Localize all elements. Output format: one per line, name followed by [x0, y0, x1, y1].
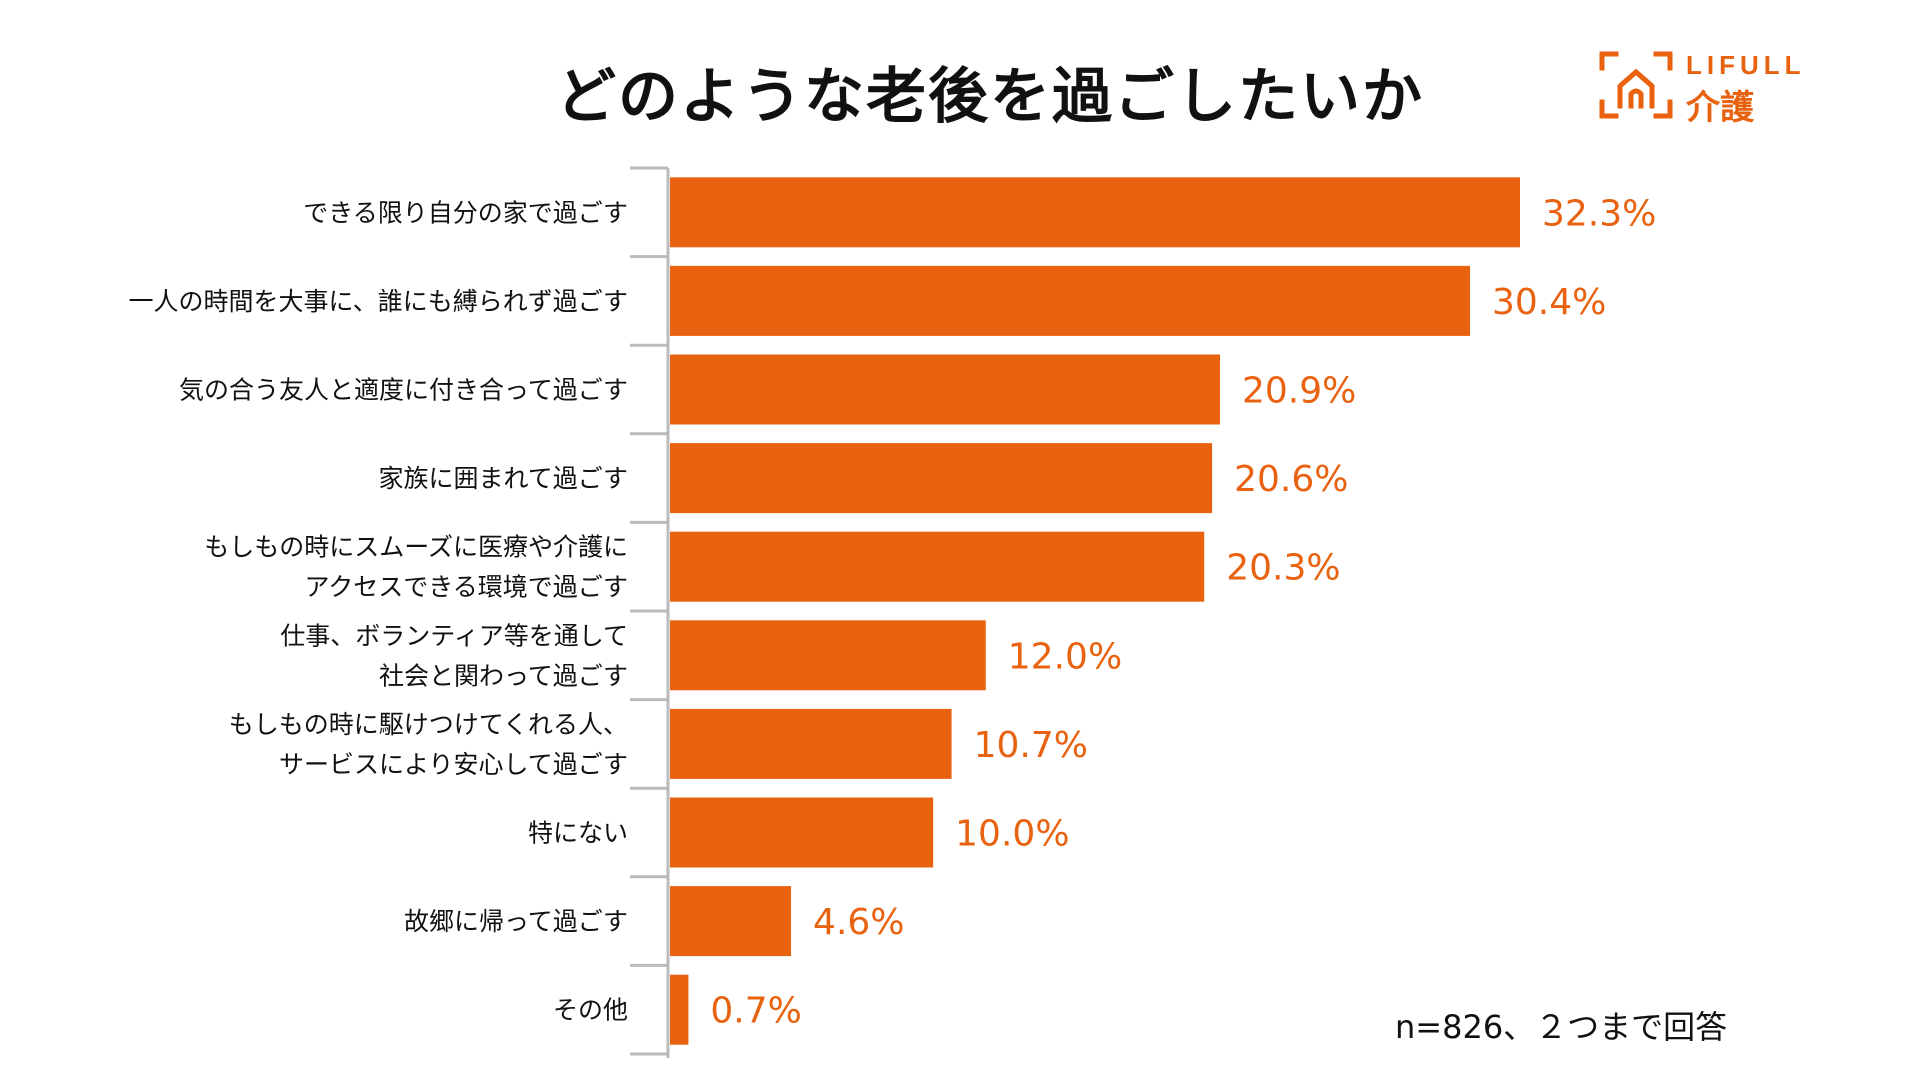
bar	[670, 531, 1205, 602]
sample-note: n=826、２つまで回答	[1395, 1008, 1728, 1046]
logo-wordmark: LIFULL	[1686, 50, 1806, 80]
value-label: 20.6%	[1234, 459, 1348, 500]
category-label: 社会と関わって過ごす	[379, 661, 628, 690]
value-label: 20.9%	[1242, 371, 1356, 412]
category-label: サービスにより安心して過ごす	[279, 750, 628, 779]
value-label: 32.3%	[1542, 193, 1656, 234]
value-label: 0.7%	[710, 991, 801, 1032]
house-bracket-icon	[1599, 51, 1673, 119]
bar	[670, 708, 952, 779]
category-label: 気の合う友人と適度に付き合って過ごす	[179, 376, 628, 405]
category-label: 家族に囲まれて過ごす	[378, 464, 628, 493]
value-label: 20.3%	[1226, 548, 1340, 589]
chart-title: どのような老後を過ごしたいか	[556, 62, 1424, 132]
category-label: その他	[553, 996, 628, 1025]
value-label: 30.4%	[1492, 282, 1606, 323]
category-label: できる限り自分の家で過ごす	[303, 198, 628, 227]
bar	[670, 354, 1220, 425]
category-label: 一人の時間を大事に、誰にも縛られず過ごす	[128, 287, 628, 316]
value-label: 12.0%	[1008, 636, 1122, 677]
category-label: 特にない	[528, 819, 628, 848]
category-label: 故郷に帰って過ごす	[404, 907, 628, 936]
bar	[670, 620, 986, 691]
bar	[670, 974, 689, 1045]
bar	[670, 177, 1520, 248]
bar	[670, 265, 1470, 336]
bar	[670, 443, 1213, 514]
category-label: もしもの時にスムーズに医療や介護に	[204, 533, 628, 562]
lifull-kaigo-logo: LIFULL 介護	[1598, 50, 1818, 128]
bar	[670, 797, 934, 868]
logo-subtitle: 介護	[1686, 88, 1754, 128]
category-label: 仕事、ボランティア等を通して	[280, 621, 628, 650]
category-label: もしもの時に駆けつけてくれる人、	[229, 710, 628, 739]
value-label: 10.0%	[955, 814, 1069, 855]
value-label: 10.7%	[974, 725, 1088, 766]
bar	[670, 886, 792, 957]
value-label: 4.6%	[813, 902, 904, 943]
category-label: アクセスできる環境で過ごす	[304, 573, 628, 602]
